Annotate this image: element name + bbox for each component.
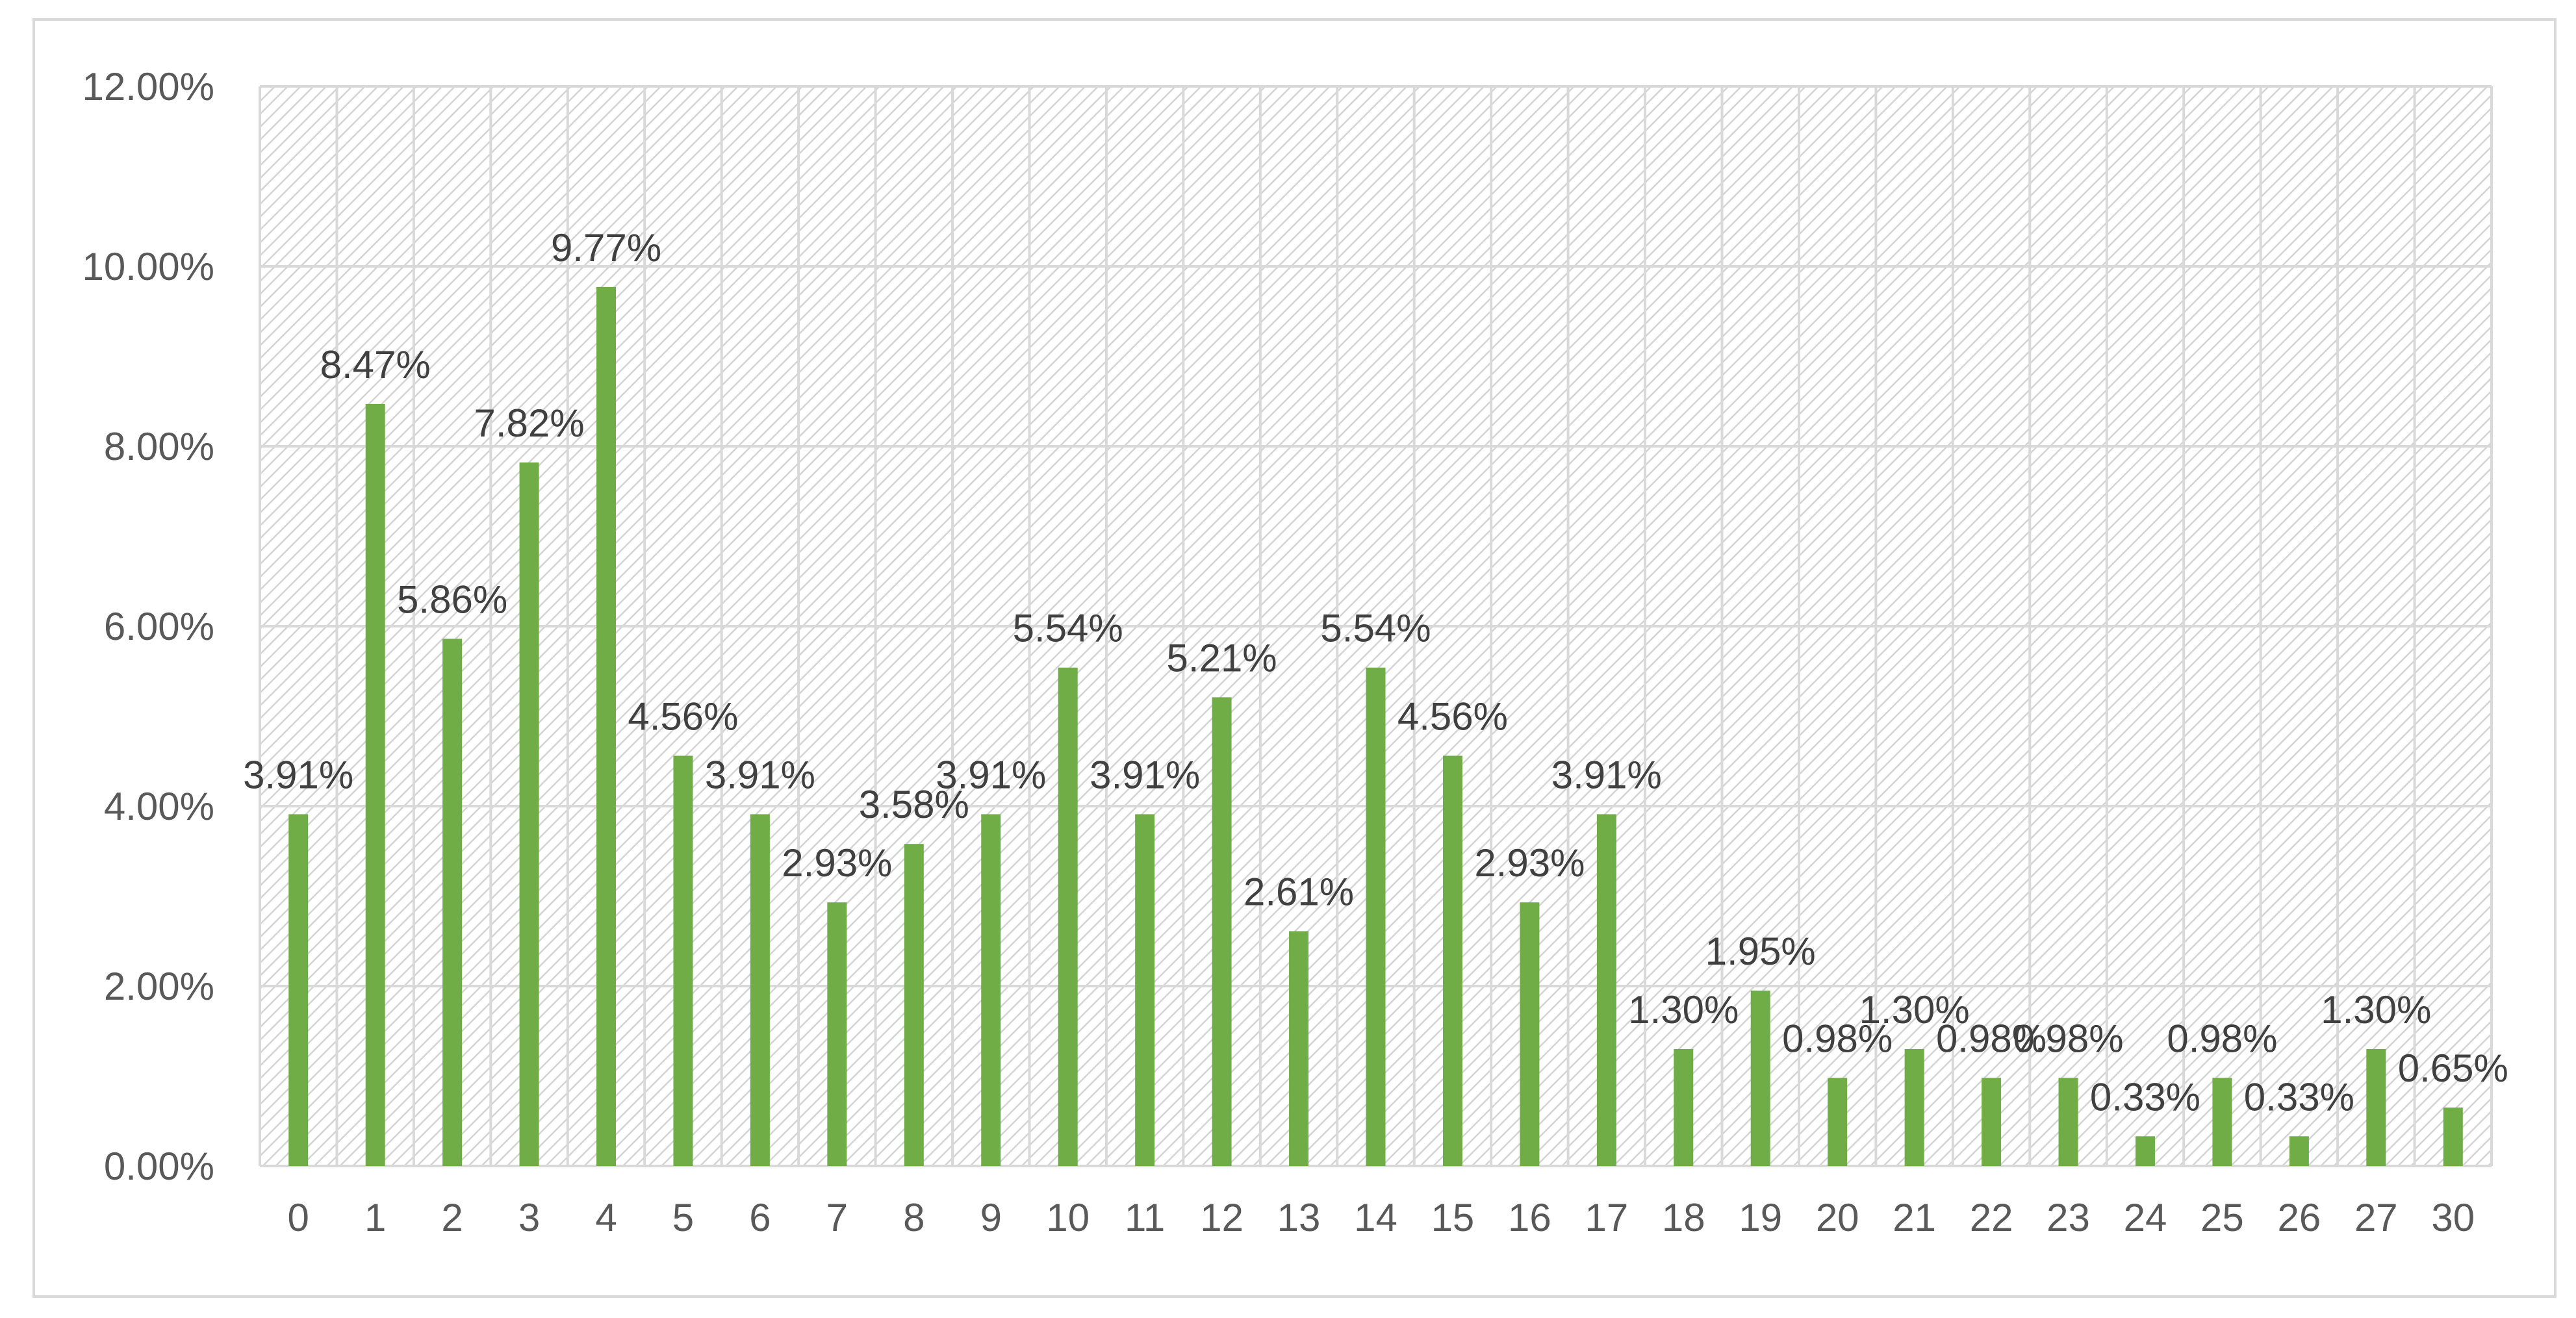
- data-label: 3.91%: [1551, 753, 1662, 796]
- y-tick-label: 0.00%: [104, 1145, 214, 1188]
- x-tick-label: 6: [749, 1196, 771, 1239]
- y-tick-label: 8.00%: [104, 425, 214, 468]
- data-label: 1.30%: [1859, 988, 1970, 1032]
- data-label: 1.95%: [1705, 930, 1816, 973]
- bar: [827, 902, 847, 1166]
- x-tick-label: 30: [2431, 1196, 2475, 1239]
- x-tick-label: 15: [1431, 1196, 1475, 1239]
- data-label: 0.98%: [2167, 1017, 2277, 1060]
- data-label: 3.91%: [705, 753, 815, 796]
- bar: [288, 814, 309, 1166]
- x-tick-label: 5: [672, 1196, 694, 1239]
- bar: [1058, 667, 1078, 1166]
- data-label: 8.47%: [320, 343, 431, 387]
- bar: [365, 403, 385, 1166]
- bar: [1212, 697, 1232, 1166]
- y-tick-label: 4.00%: [104, 785, 214, 828]
- bar: [596, 286, 617, 1167]
- y-tick-label: 12.00%: [83, 65, 215, 108]
- x-tick-label: 12: [1200, 1196, 1243, 1239]
- bar: [442, 639, 463, 1166]
- data-label: 0.33%: [2090, 1075, 2200, 1119]
- x-tick-label: 8: [903, 1196, 925, 1239]
- bar: [1289, 931, 1309, 1166]
- x-tick-label: 2: [441, 1196, 463, 1239]
- data-label: 4.56%: [1397, 694, 1508, 738]
- bar: [1366, 667, 1386, 1166]
- data-label: 7.82%: [474, 401, 584, 445]
- bar: [1828, 1078, 1848, 1166]
- bar: [2135, 1136, 2155, 1166]
- bar: [1674, 1048, 1694, 1166]
- y-tick-label: 6.00%: [104, 605, 214, 648]
- x-tick-label: 11: [1125, 1196, 1165, 1239]
- x-tick-label: 27: [2354, 1196, 2398, 1239]
- bar: [1750, 990, 1770, 1166]
- data-label: 3.58%: [859, 783, 969, 826]
- bar: [2366, 1048, 2386, 1166]
- bar: [981, 814, 1001, 1166]
- bar: [2058, 1078, 2078, 1166]
- data-label: 1.30%: [2321, 988, 2431, 1032]
- x-tick-label: 4: [595, 1196, 617, 1239]
- data-label: 0.33%: [2244, 1075, 2354, 1119]
- data-label: 0.98%: [2013, 1017, 2123, 1060]
- x-tick-label: 10: [1046, 1196, 1090, 1239]
- data-label: 0.98%: [1782, 1017, 1893, 1060]
- bar: [904, 844, 924, 1166]
- x-tick-label: 1: [364, 1196, 386, 1239]
- y-tick-label: 10.00%: [83, 245, 215, 288]
- bar: [750, 814, 770, 1166]
- y-tick-label: 2.00%: [104, 965, 214, 1008]
- bar: [1596, 814, 1616, 1166]
- data-label: 2.93%: [1474, 841, 1585, 885]
- x-tick-label: 22: [1970, 1196, 2013, 1239]
- x-tick-label: 20: [1816, 1196, 1859, 1239]
- data-label: 2.93%: [782, 841, 892, 885]
- data-label: 3.91%: [243, 753, 353, 796]
- data-label: 5.21%: [1167, 636, 1277, 679]
- data-label: 5.54%: [1320, 607, 1431, 650]
- x-tick-label: 26: [2278, 1196, 2321, 1239]
- x-tick-label: 17: [1585, 1196, 1628, 1239]
- x-tick-label: 24: [2124, 1196, 2167, 1239]
- data-label: 3.91%: [936, 753, 1046, 796]
- data-label: 0.98%: [1936, 1017, 2047, 1060]
- x-tick-label: 21: [1893, 1196, 1936, 1239]
- x-tick-label: 0: [288, 1196, 309, 1239]
- bar: [1135, 814, 1155, 1166]
- bar: [2289, 1136, 2309, 1166]
- bar: [519, 462, 539, 1167]
- x-tick-label: 13: [1277, 1196, 1321, 1239]
- data-label: 4.56%: [628, 694, 738, 738]
- x-tick-label: 3: [518, 1196, 540, 1239]
- data-label: 1.30%: [1628, 988, 1739, 1032]
- data-label: 2.61%: [1243, 870, 1354, 914]
- bar: [1982, 1078, 2002, 1166]
- data-label: 0.65%: [2398, 1046, 2508, 1090]
- data-label: 5.54%: [1013, 607, 1123, 650]
- x-tick-label: 14: [1354, 1196, 1397, 1239]
- bar: [1904, 1048, 1924, 1166]
- x-tick-label: 25: [2200, 1196, 2244, 1239]
- x-tick-label: 23: [2047, 1196, 2090, 1239]
- x-tick-label: 16: [1508, 1196, 1551, 1239]
- bar: [2443, 1107, 2463, 1166]
- bar: [1442, 755, 1462, 1166]
- x-tick-label: 7: [826, 1196, 848, 1239]
- x-tick-label: 18: [1662, 1196, 1705, 1239]
- x-tick-label: 19: [1739, 1196, 1782, 1239]
- data-label: 5.86%: [397, 577, 507, 621]
- bar: [673, 755, 693, 1166]
- bar: [2212, 1078, 2232, 1166]
- data-label: 3.91%: [1090, 753, 1200, 796]
- bar: [1520, 902, 1540, 1166]
- data-label: 9.77%: [551, 226, 661, 270]
- x-tick-label: 9: [980, 1196, 1002, 1239]
